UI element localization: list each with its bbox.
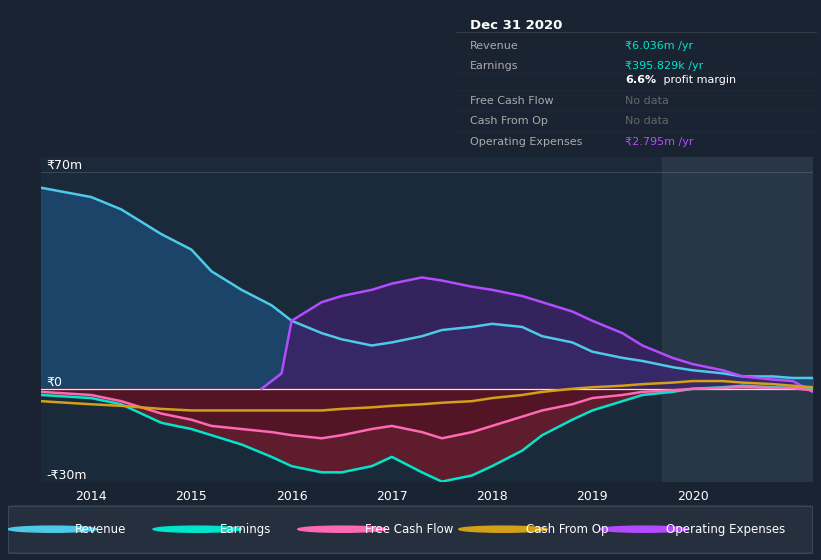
Text: Free Cash Flow: Free Cash Flow [365, 522, 453, 536]
Text: Earnings: Earnings [220, 522, 271, 536]
Text: Revenue: Revenue [470, 41, 519, 50]
Circle shape [599, 526, 688, 532]
Text: -₹30m: -₹30m [46, 469, 86, 482]
Bar [663, 157, 813, 482]
Text: ₹395.829k /yr: ₹395.829k /yr [626, 62, 704, 72]
Text: Cash From Op: Cash From Op [525, 522, 608, 536]
Circle shape [298, 526, 387, 532]
Text: Free Cash Flow: Free Cash Flow [470, 96, 553, 106]
Text: ₹2.795m /yr: ₹2.795m /yr [626, 137, 694, 147]
Text: Revenue: Revenue [75, 522, 126, 536]
Text: Operating Expenses: Operating Expenses [470, 137, 582, 147]
Text: ₹70m: ₹70m [46, 159, 82, 172]
FancyBboxPatch shape [8, 506, 813, 553]
Text: No data: No data [626, 96, 669, 106]
Text: Cash From Op: Cash From Op [470, 116, 548, 127]
Circle shape [8, 526, 97, 532]
Circle shape [459, 526, 548, 532]
Text: Earnings: Earnings [470, 62, 519, 72]
Text: Dec 31 2020: Dec 31 2020 [470, 19, 562, 32]
Text: profit margin: profit margin [660, 75, 736, 85]
Text: ₹6.036m /yr: ₹6.036m /yr [626, 41, 694, 50]
Text: 6.6%: 6.6% [626, 75, 657, 85]
Text: Operating Expenses: Operating Expenses [667, 522, 786, 536]
Text: No data: No data [626, 116, 669, 127]
Text: ₹0: ₹0 [46, 376, 62, 389]
Circle shape [153, 526, 241, 532]
